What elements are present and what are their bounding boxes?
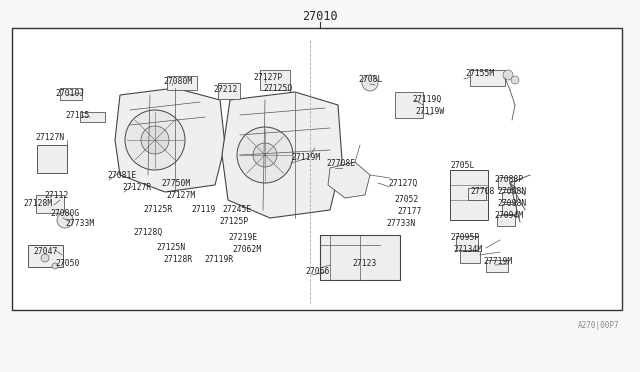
Text: 2708L: 2708L bbox=[358, 74, 382, 83]
Circle shape bbox=[141, 126, 169, 154]
Bar bbox=[395, 92, 423, 118]
Text: 27080G: 27080G bbox=[50, 209, 79, 218]
Bar bbox=[80, 112, 105, 122]
Text: 27125R: 27125R bbox=[143, 205, 172, 215]
Text: A270|00P7: A270|00P7 bbox=[578, 321, 620, 330]
Bar bbox=[320, 235, 400, 280]
Text: 27094M: 27094M bbox=[494, 212, 524, 221]
Text: 27733M: 27733M bbox=[65, 219, 94, 228]
Text: 27125N: 27125N bbox=[156, 244, 185, 253]
Bar bbox=[167, 76, 197, 90]
Text: 27047: 27047 bbox=[33, 247, 58, 257]
Text: 27119: 27119 bbox=[191, 205, 216, 215]
Text: 27127Q: 27127Q bbox=[388, 179, 417, 187]
Bar bbox=[260, 70, 290, 90]
Bar bbox=[36, 195, 64, 213]
Text: 27119Q: 27119Q bbox=[412, 94, 441, 103]
Bar bbox=[456, 236, 478, 250]
Text: 27128Q: 27128Q bbox=[133, 228, 163, 237]
Text: 27125P: 27125P bbox=[219, 217, 248, 225]
Text: 27112: 27112 bbox=[44, 192, 68, 201]
Text: 27125Q: 27125Q bbox=[263, 83, 292, 93]
Polygon shape bbox=[328, 162, 370, 198]
Text: 27066: 27066 bbox=[305, 267, 330, 276]
Bar bbox=[460, 251, 480, 263]
Text: 27719M: 27719M bbox=[483, 257, 512, 266]
Text: 27127N: 27127N bbox=[35, 134, 64, 142]
Circle shape bbox=[511, 76, 519, 84]
Text: 27119M: 27119M bbox=[291, 154, 320, 163]
Circle shape bbox=[253, 143, 277, 167]
Text: 27123: 27123 bbox=[352, 259, 376, 267]
Bar bbox=[37, 145, 67, 173]
Circle shape bbox=[52, 263, 58, 269]
Bar bbox=[470, 70, 505, 86]
Bar bbox=[486, 260, 508, 272]
Bar bbox=[502, 204, 516, 214]
Circle shape bbox=[57, 212, 73, 228]
Text: 27708E: 27708E bbox=[326, 158, 355, 167]
Bar bbox=[498, 177, 514, 189]
Text: 27128R: 27128R bbox=[163, 254, 192, 263]
Text: 27095P: 27095P bbox=[450, 234, 479, 243]
Text: 27080M: 27080M bbox=[163, 77, 192, 87]
Circle shape bbox=[362, 75, 378, 91]
Text: 27245E: 27245E bbox=[222, 205, 252, 215]
Bar bbox=[497, 215, 515, 226]
Text: 27219E: 27219E bbox=[228, 234, 257, 243]
Text: 27212: 27212 bbox=[213, 86, 237, 94]
Bar bbox=[502, 192, 516, 202]
Text: 27155M: 27155M bbox=[465, 68, 494, 77]
Text: 2705L: 2705L bbox=[450, 160, 474, 170]
Text: 27177: 27177 bbox=[397, 208, 421, 217]
Text: 27708: 27708 bbox=[470, 187, 494, 196]
Text: 27010: 27010 bbox=[302, 10, 338, 22]
Text: 27128M: 27128M bbox=[23, 199, 52, 208]
Text: 27127R: 27127R bbox=[122, 183, 151, 192]
Bar bbox=[60, 88, 82, 100]
Text: 27050: 27050 bbox=[55, 260, 79, 269]
Bar bbox=[218, 83, 240, 99]
Text: 27115: 27115 bbox=[65, 112, 90, 121]
Text: 27052: 27052 bbox=[394, 196, 419, 205]
Text: 27134M: 27134M bbox=[453, 246, 483, 254]
Text: 27098N: 27098N bbox=[497, 199, 526, 208]
Text: 27098N: 27098N bbox=[497, 187, 526, 196]
Text: 27733N: 27733N bbox=[386, 219, 415, 228]
Circle shape bbox=[125, 110, 185, 170]
Polygon shape bbox=[115, 88, 225, 192]
Text: 27010J: 27010J bbox=[55, 89, 84, 97]
Text: 27119R: 27119R bbox=[204, 254, 233, 263]
Text: 27750M: 27750M bbox=[161, 179, 190, 187]
Circle shape bbox=[41, 254, 49, 262]
Circle shape bbox=[503, 70, 513, 80]
Text: 27081E: 27081E bbox=[107, 171, 136, 180]
Circle shape bbox=[237, 127, 293, 183]
Text: 27062M: 27062M bbox=[232, 244, 261, 253]
Bar bbox=[28, 245, 63, 267]
Bar bbox=[12, 28, 622, 310]
Text: 27088P: 27088P bbox=[494, 176, 524, 185]
Text: 27127P: 27127P bbox=[253, 73, 282, 81]
Text: 27119W: 27119W bbox=[415, 106, 444, 115]
Polygon shape bbox=[222, 92, 342, 218]
Bar bbox=[468, 188, 486, 200]
Text: 27127M: 27127M bbox=[166, 192, 195, 201]
Bar bbox=[450, 170, 488, 220]
